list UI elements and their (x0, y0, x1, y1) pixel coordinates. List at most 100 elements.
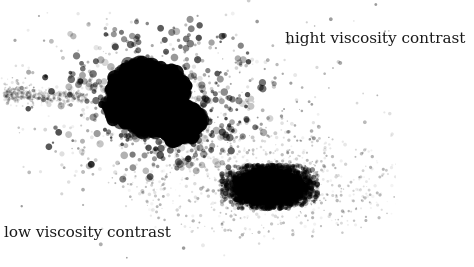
Point (255, 192, 262, 196)
Point (261, 174, 268, 178)
Point (237, 182, 244, 186)
Point (280, 186, 287, 190)
Point (263, 184, 270, 188)
Point (276, 204, 283, 208)
Point (302, 196, 310, 200)
Point (121, 112, 128, 116)
Point (158, 108, 165, 113)
Point (269, 174, 276, 178)
Point (258, 159, 266, 164)
Point (157, 102, 164, 107)
Point (282, 182, 290, 186)
Point (262, 183, 270, 188)
Point (159, 78, 166, 83)
Point (271, 183, 279, 187)
Point (269, 177, 276, 181)
Point (259, 190, 267, 194)
Point (210, 189, 217, 193)
Point (297, 183, 304, 187)
Point (281, 174, 288, 178)
Point (115, 108, 122, 112)
Point (279, 187, 287, 191)
Point (173, 124, 181, 129)
Point (170, 94, 178, 99)
Point (263, 191, 271, 195)
Point (172, 113, 179, 118)
Point (130, 98, 137, 102)
Point (243, 192, 251, 196)
Point (257, 192, 265, 197)
Point (256, 182, 264, 186)
Point (285, 174, 293, 178)
Point (160, 67, 168, 71)
Point (242, 184, 250, 189)
Point (259, 176, 267, 181)
Point (115, 118, 122, 123)
Point (253, 181, 261, 186)
Point (137, 84, 145, 89)
Point (256, 188, 264, 193)
Point (152, 74, 160, 79)
Point (279, 182, 286, 186)
Point (267, 174, 275, 178)
Point (321, 72, 328, 76)
Point (269, 187, 277, 191)
Point (264, 181, 272, 185)
Point (262, 183, 270, 187)
Point (262, 182, 269, 186)
Point (284, 169, 292, 174)
Point (151, 96, 159, 100)
Point (65, 90, 73, 95)
Point (191, 153, 199, 157)
Point (258, 193, 265, 197)
Point (268, 189, 276, 194)
Point (178, 119, 186, 123)
Point (165, 129, 173, 134)
Point (264, 183, 272, 187)
Point (164, 92, 172, 97)
Point (234, 175, 241, 179)
Point (249, 178, 257, 182)
Point (171, 128, 179, 133)
Point (268, 183, 275, 188)
Point (271, 199, 279, 203)
Point (177, 109, 184, 113)
Point (145, 83, 153, 87)
Point (272, 192, 280, 196)
Point (272, 181, 280, 185)
Point (371, 184, 379, 188)
Point (237, 181, 244, 185)
Point (251, 180, 259, 185)
Point (254, 181, 262, 186)
Point (126, 87, 133, 91)
Point (263, 187, 270, 191)
Point (114, 92, 121, 96)
Point (270, 163, 277, 168)
Point (269, 190, 276, 195)
Point (160, 71, 167, 75)
Point (164, 123, 172, 127)
Point (161, 95, 169, 100)
Point (272, 177, 280, 181)
Point (150, 101, 157, 105)
Point (283, 177, 290, 181)
Point (134, 92, 141, 96)
Point (261, 195, 269, 199)
Point (278, 176, 285, 180)
Point (283, 182, 291, 187)
Point (129, 89, 137, 93)
Point (253, 182, 260, 186)
Point (267, 188, 274, 192)
Point (258, 181, 266, 185)
Point (254, 190, 262, 194)
Point (261, 186, 269, 191)
Point (173, 136, 181, 140)
Point (168, 106, 176, 110)
Point (199, 86, 206, 91)
Point (166, 80, 173, 85)
Point (6, 93, 14, 97)
Point (259, 181, 266, 186)
Point (246, 180, 254, 185)
Point (271, 183, 278, 188)
Point (171, 82, 179, 86)
